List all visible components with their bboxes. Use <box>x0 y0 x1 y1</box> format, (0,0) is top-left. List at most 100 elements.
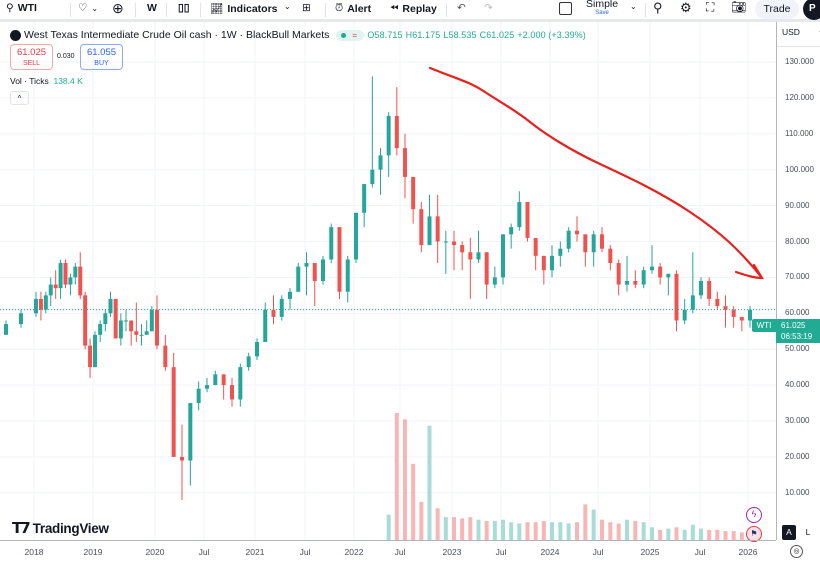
candle-body <box>238 367 243 400</box>
candle-body <box>394 115 399 149</box>
volume-bar <box>591 509 596 540</box>
add-symbol-button[interactable]: ⊕ <box>112 0 124 17</box>
currency-select[interactable]: USD⌄ <box>782 27 820 37</box>
grid-icon: ⊞ <box>302 2 311 14</box>
volume-bar <box>394 413 399 540</box>
time-tick-label: 2020 <box>145 547 165 557</box>
plus-circle-icon: ⊕ <box>112 0 124 16</box>
replay-button[interactable]: ⏪︎ Replay <box>390 2 437 15</box>
volume-bar <box>468 517 473 540</box>
trade-button[interactable]: Trade <box>755 0 799 19</box>
sell-button[interactable]: 61.025 SELL <box>10 44 53 70</box>
us-flag-event-icon[interactable]: ⚑ <box>746 526 762 542</box>
camera-icon: 📷︎ <box>731 0 747 14</box>
time-axis[interactable]: 2018 2019 2020 Jul 2021 Jul 2022 Jul 2023 Jul 2024… <box>0 540 776 562</box>
price-tick-label: 50.000 <box>785 344 810 354</box>
volume-bar <box>658 529 663 540</box>
profile-avatar[interactable]: P <box>803 0 820 20</box>
candle-body <box>386 115 391 156</box>
redo-button[interactable]: ↷ <box>484 2 493 14</box>
candle-body <box>452 241 456 246</box>
indicators-icon: 📈︎ <box>210 3 224 15</box>
time-tick-label: 2023 <box>442 547 462 557</box>
market-status-dot: = <box>336 29 365 41</box>
candle-body <box>608 248 613 264</box>
fullscreen-button[interactable]: ⛶ <box>706 0 714 15</box>
candle-body <box>149 309 154 332</box>
favorites-dropdown[interactable]: ♡ ⌄ <box>78 2 98 14</box>
candle-body <box>48 284 53 296</box>
candle-body <box>337 227 342 292</box>
volume-bar <box>625 519 629 540</box>
candle-body <box>558 248 563 256</box>
spread-value: 0.030 <box>57 53 75 60</box>
candle-body <box>113 298 118 339</box>
layouts-button[interactable]: ⊞ <box>302 2 311 14</box>
chart-settings-gear-icon[interactable]: ◎ <box>790 545 803 558</box>
candle-body <box>98 324 103 335</box>
candle-body <box>633 280 638 285</box>
layout-name-button[interactable]: Simple Save <box>586 0 619 16</box>
candle-body <box>38 298 43 310</box>
settings-button[interactable]: ⚙ <box>680 0 692 16</box>
candle-body <box>180 456 184 461</box>
price-tick-label: 90.000 <box>785 200 810 210</box>
undo-button[interactable]: ↶ <box>457 2 466 14</box>
layout-dropdown[interactable]: ⌄ <box>630 2 637 11</box>
candle-body <box>255 342 259 357</box>
layout-select-checkbox[interactable] <box>559 2 572 15</box>
candle-body <box>591 234 596 253</box>
candle-body <box>690 295 695 310</box>
candle-body <box>68 277 73 285</box>
candle-body <box>93 334 97 368</box>
volume-bar <box>566 523 571 540</box>
indicators-button[interactable]: 📈︎ Indicators <box>210 2 278 16</box>
volume-bar <box>723 531 728 540</box>
symbol-search[interactable]: ⚲ WTI <box>6 2 37 14</box>
price-axis[interactable]: USD⌄ 130.000 120.000 110.000 100.000 90.000 8… <box>776 22 820 540</box>
volume-bar <box>525 522 530 540</box>
volume-legend[interactable]: Vol · Ticks 138.4 K <box>10 76 83 86</box>
diamond-icon: ♡ <box>78 2 88 14</box>
time-tick-label: Jul <box>198 547 210 557</box>
search-icon: ⚲ <box>6 2 14 14</box>
candle-body <box>53 284 58 289</box>
price-tick-label: 30.000 <box>785 416 810 425</box>
volume-bar <box>476 519 481 540</box>
gear-icon: ⚙ <box>680 0 692 15</box>
candle-body <box>78 266 83 296</box>
buy-button[interactable]: 61.055 BUY <box>80 44 123 70</box>
symbol-title[interactable]: West Texas Intermediate Crude Oil cash ·… <box>24 29 330 41</box>
time-tick-label: Jul <box>592 547 604 557</box>
candle-body <box>723 306 728 310</box>
log-scale-button[interactable]: L <box>805 527 811 537</box>
price-tick-label: 20.000 <box>785 451 810 461</box>
volume-bar <box>492 520 497 540</box>
lightning-event-icon[interactable]: ϟ <box>746 507 762 523</box>
candle-body <box>288 291 292 299</box>
auto-scale-button[interactable]: A <box>782 525 796 540</box>
ohlc-open: O58.715 <box>367 30 403 40</box>
candle-body <box>296 266 301 292</box>
interval-button[interactable]: W <box>147 2 157 14</box>
candle-body <box>707 280 712 299</box>
collapse-legend-button[interactable]: ^ <box>10 91 29 105</box>
candle-body <box>304 263 309 267</box>
tv-logo-icon: 𝗧𝟳 <box>12 520 31 537</box>
alert-button[interactable]: ⏰︎ Alert <box>335 2 372 15</box>
price-chart[interactable] <box>0 22 776 540</box>
volume-bar <box>731 531 736 540</box>
price-tick-label: 10.000 <box>785 487 810 497</box>
price-tick-label: 40.000 <box>785 380 810 390</box>
candle-body <box>476 252 481 260</box>
candle-body <box>443 241 448 243</box>
candle-body <box>19 313 23 325</box>
chart-type-button[interactable]: ▯▯ <box>178 2 190 14</box>
snapshot-button[interactable]: 📷︎ <box>731 0 746 14</box>
candle-body <box>739 316 744 321</box>
tradingview-logo[interactable]: 𝗧𝟳 TradingView <box>12 520 109 537</box>
quick-search-button[interactable]: ⚲ <box>653 0 663 16</box>
chevron-down-icon: ⌄ <box>818 27 820 37</box>
candle-body <box>103 313 108 325</box>
indicators-dropdown[interactable]: ⌄ <box>284 2 291 11</box>
